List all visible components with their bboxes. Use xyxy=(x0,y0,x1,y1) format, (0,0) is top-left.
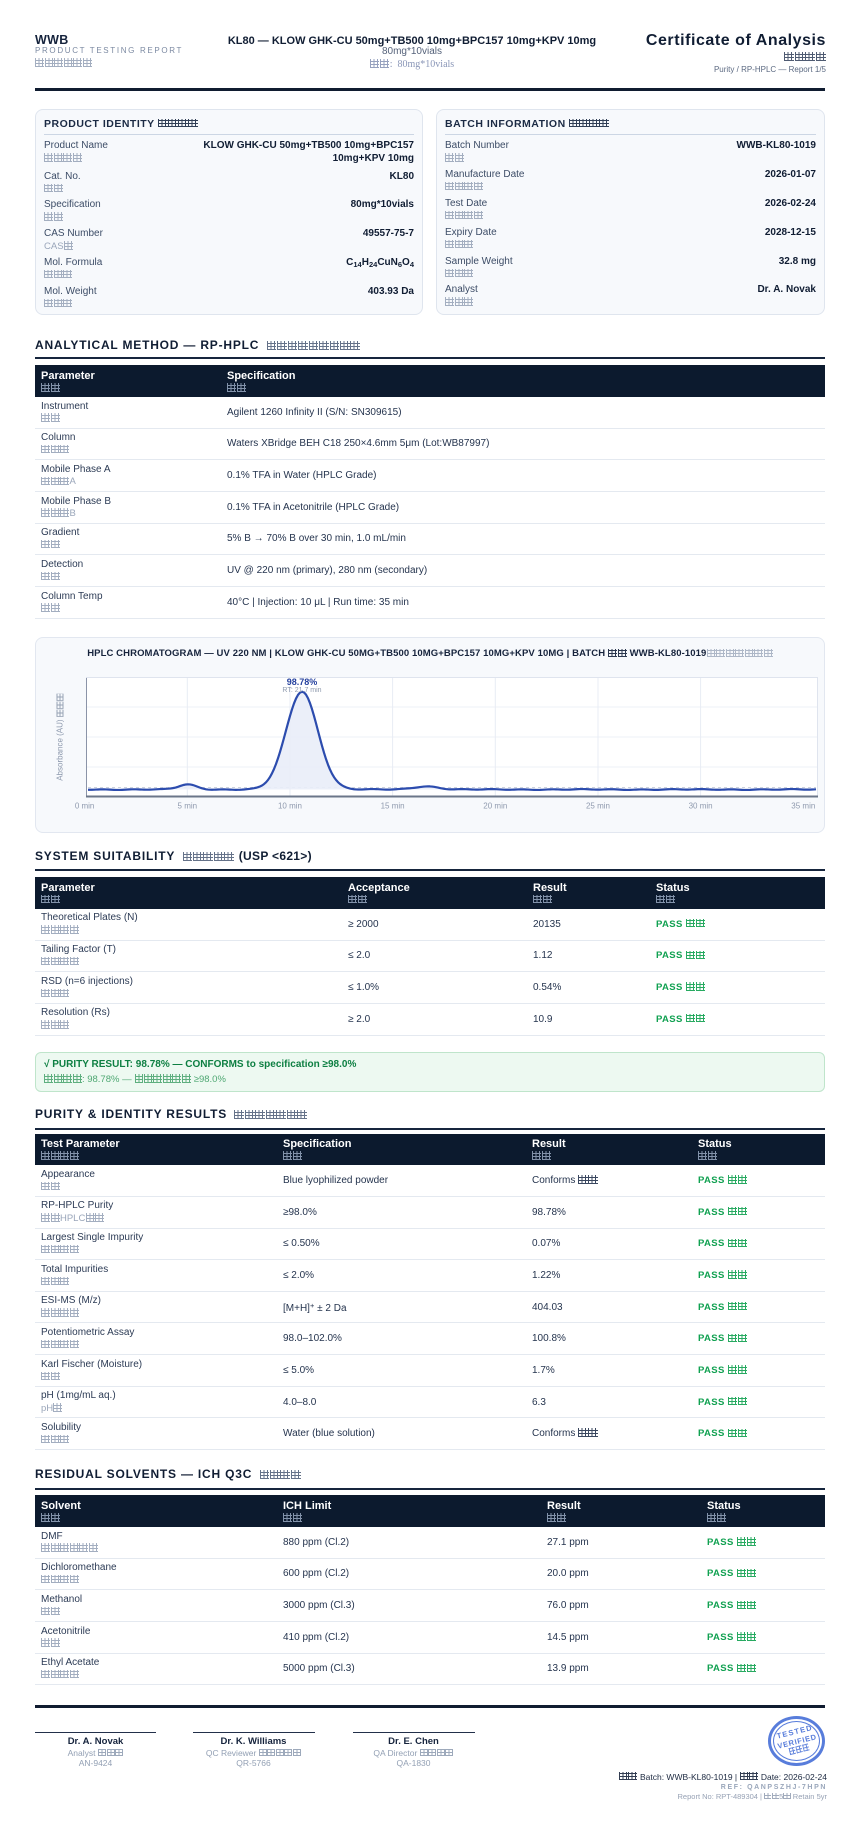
svg-text:15 min: 15 min xyxy=(381,802,405,811)
svg-text:5 min: 5 min xyxy=(178,802,198,811)
svg-text:20 min: 20 min xyxy=(483,802,507,811)
svg-text:98.78%: 98.78% xyxy=(287,677,318,687)
svg-text:30 min: 30 min xyxy=(689,802,713,811)
svg-text:10 min: 10 min xyxy=(278,802,302,811)
svg-text:35 min: 35 min xyxy=(791,802,815,811)
svg-text:25 min: 25 min xyxy=(586,802,610,811)
svg-text:RT: 21.7 min: RT: 21.7 min xyxy=(282,688,321,695)
svg-text:0 min: 0 min xyxy=(75,802,95,811)
